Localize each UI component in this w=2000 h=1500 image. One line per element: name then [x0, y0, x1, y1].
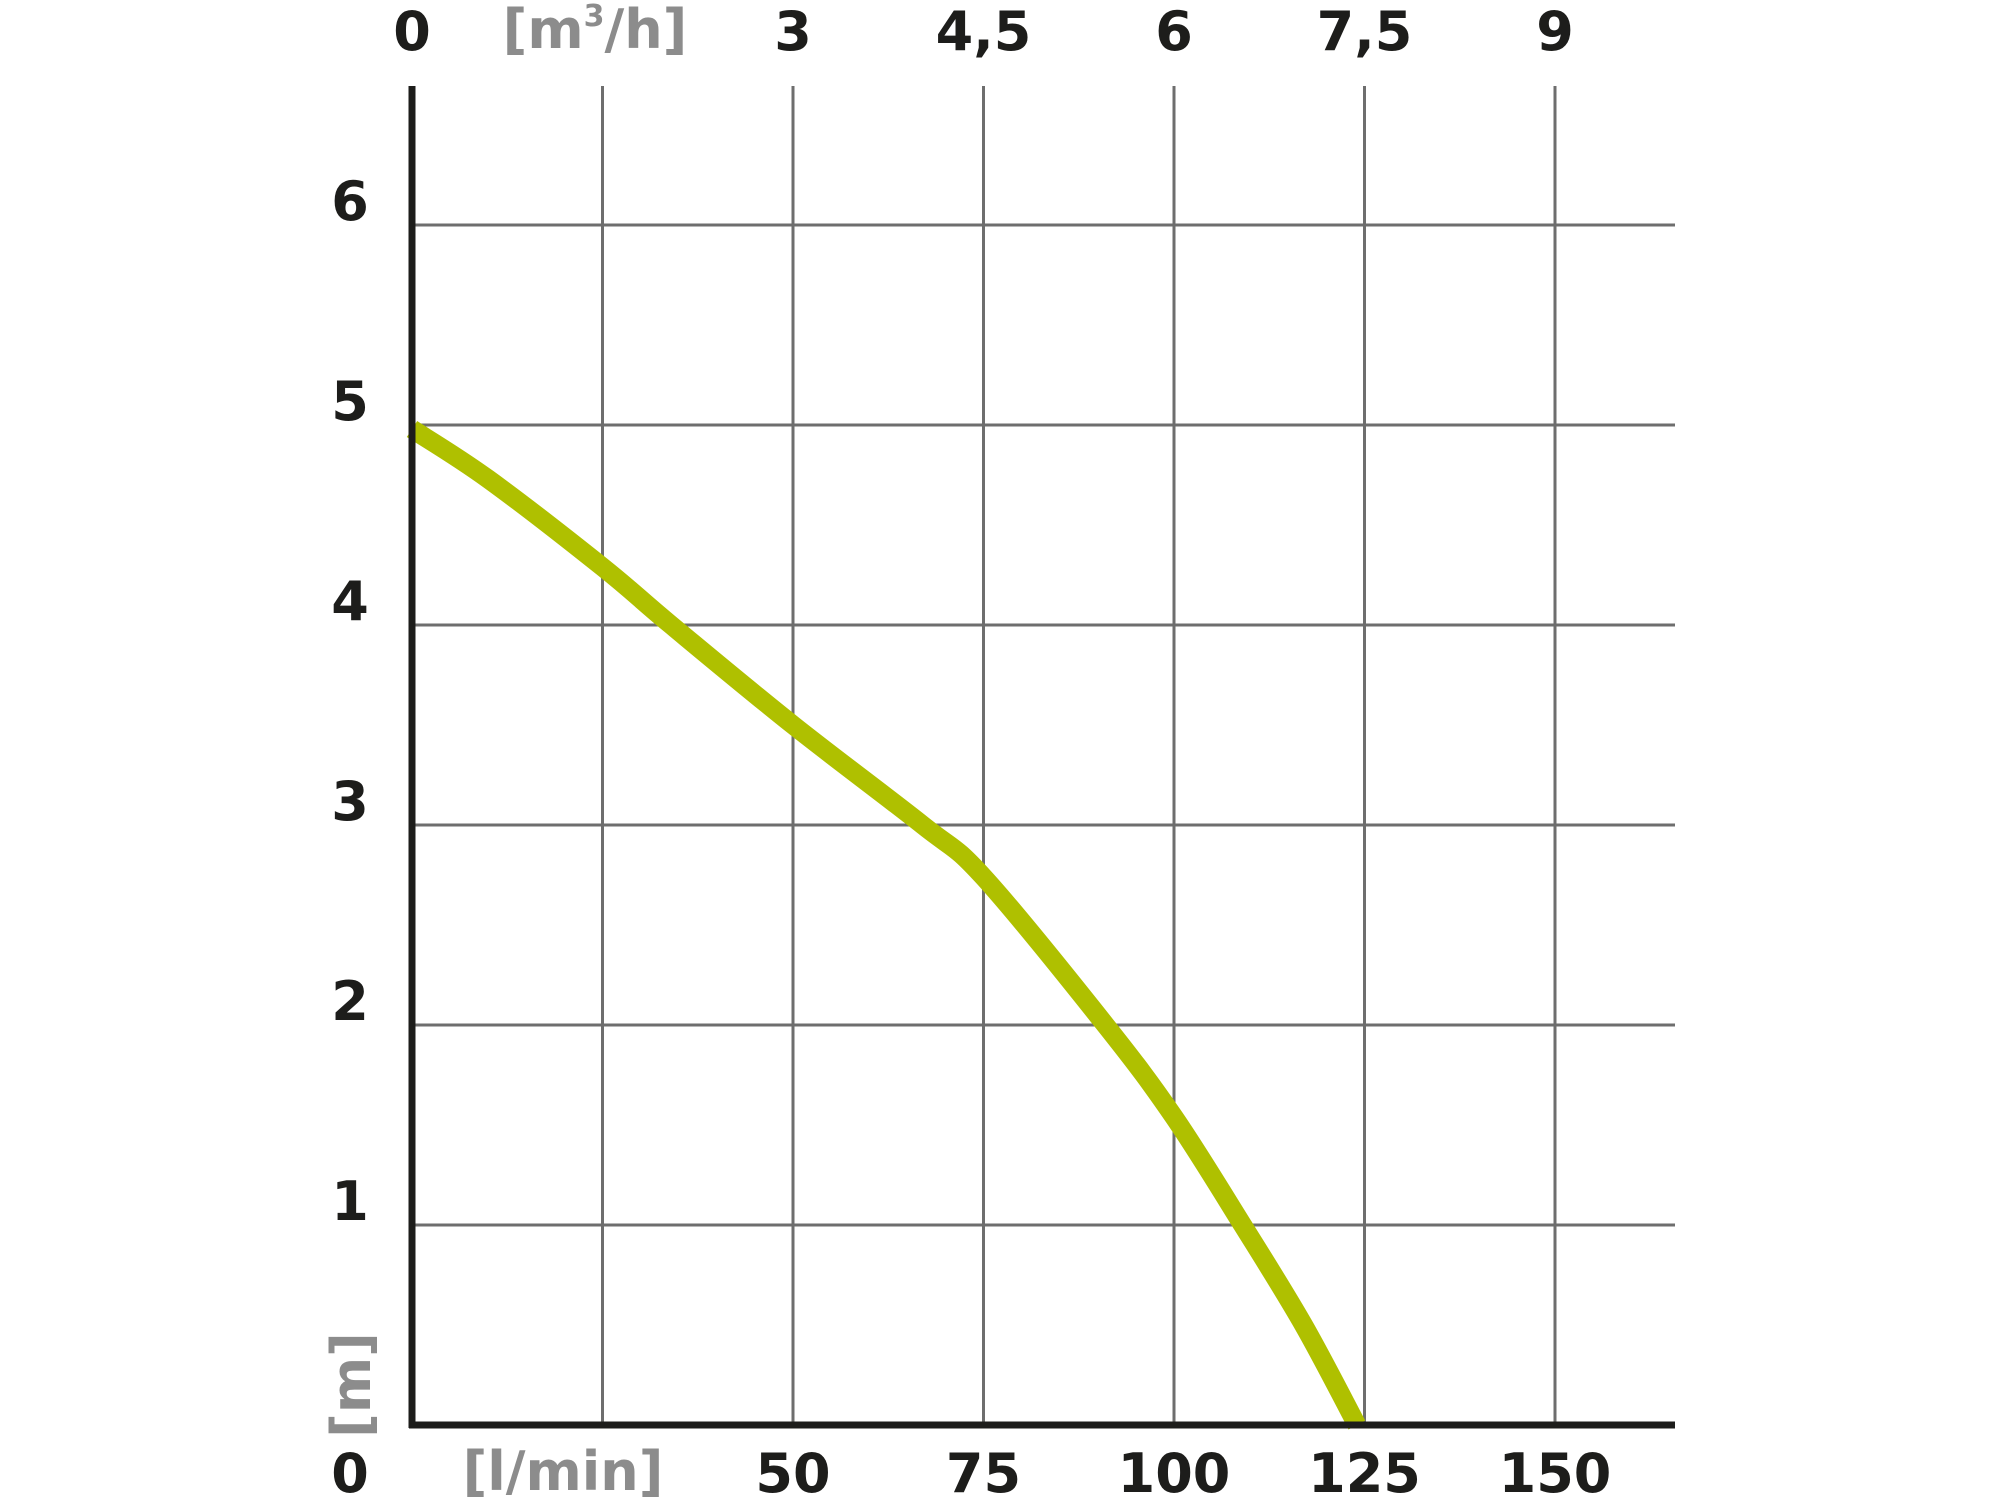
x2-tick-label: 9	[1536, 0, 1574, 63]
y-tick-label: 3	[331, 770, 369, 833]
vertical-gridlines	[601, 86, 1557, 1425]
x-tick-label: 100	[1118, 1442, 1231, 1500]
x-tick-label: 75	[946, 1442, 1021, 1500]
x2-tick-label: 6	[1155, 0, 1193, 63]
y-tick-label: 4	[331, 570, 369, 633]
x2-tick-label: 4,5	[936, 0, 1032, 63]
horizontal-gridlines	[412, 223, 1675, 1227]
y-tick-label: 1	[331, 1170, 369, 1233]
x-tick-label: 125	[1308, 1442, 1421, 1500]
x2-tick-label: 3	[774, 0, 812, 63]
x-axis-unit-label: [l/min]	[463, 1440, 664, 1500]
y-tick-label: 5	[331, 370, 369, 433]
x-tick-label: 0	[331, 1442, 369, 1500]
pump-curve-line	[406, 421, 1366, 1430]
y-tick-label: 6	[331, 170, 369, 233]
x2-axis-unit-label: [m3/h]	[503, 0, 688, 61]
x2-tick-label: 7,5	[1317, 0, 1413, 63]
x2-axis-tick-labels: 0 3 4,5 6 7,5 9	[393, 0, 1574, 63]
x2-tick-label: 0	[393, 0, 431, 63]
x-tick-label: 50	[755, 1442, 830, 1500]
y-axis-unit-label: [m]	[320, 1332, 383, 1438]
y-tick-label: 2	[331, 970, 369, 1033]
x-tick-label: 150	[1499, 1442, 1612, 1500]
x-axis-tick-labels: 0 50 75 100 125 150	[331, 1442, 1611, 1500]
y-axis-tick-labels: 1 2 3 4 5 6	[331, 170, 369, 1233]
